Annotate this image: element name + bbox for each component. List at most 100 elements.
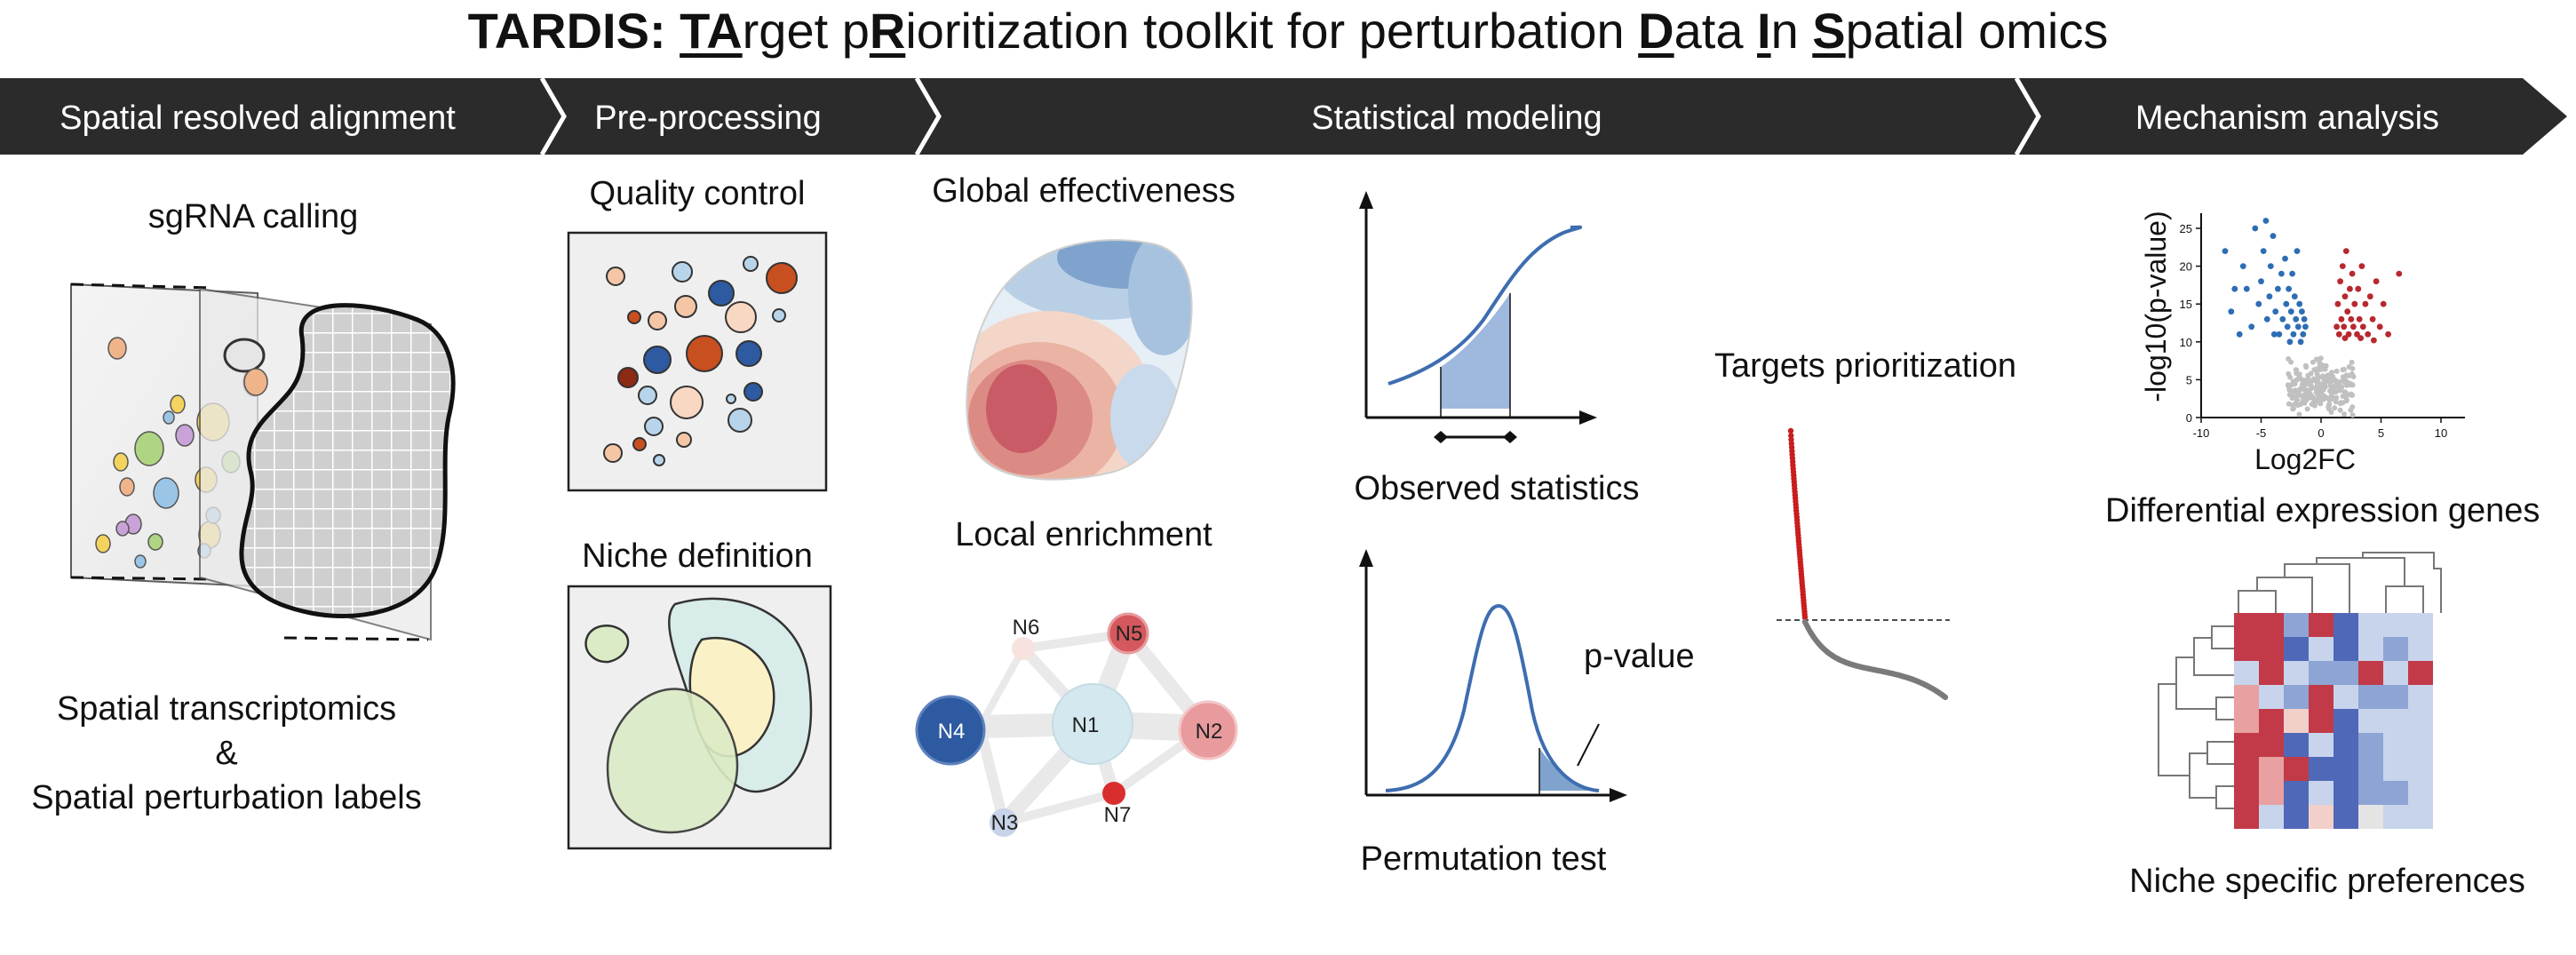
heatmap-cell bbox=[2408, 733, 2433, 757]
volcano-point-ns bbox=[2304, 406, 2310, 412]
heatmap-cell bbox=[2383, 805, 2408, 829]
volcano-point-ns bbox=[2326, 372, 2332, 378]
volcano-point bbox=[2344, 308, 2351, 315]
heatmap-cell bbox=[2334, 685, 2358, 709]
heatmap-cell bbox=[2309, 685, 2334, 709]
volcano-point-ns bbox=[2296, 411, 2302, 418]
volcano-point bbox=[2371, 337, 2377, 344]
heatmap-cell bbox=[2334, 661, 2358, 685]
node-n6-label: N6 bbox=[1013, 616, 1040, 640]
label-ampersand: & bbox=[215, 735, 238, 772]
volcano-point-ns bbox=[2286, 384, 2292, 390]
heatmap-cell bbox=[2334, 805, 2358, 829]
volcano-point-ns bbox=[2330, 378, 2336, 384]
heatmap-cell bbox=[2408, 709, 2433, 733]
volcano-y-tick-label: 5 bbox=[2186, 373, 2192, 386]
volcano-point-ns bbox=[2320, 382, 2326, 388]
volcano-x-tick-label: 10 bbox=[2435, 426, 2447, 440]
local-enrichment-network: N1 N2 N3 N4 N5 N6 N7 bbox=[915, 612, 1238, 837]
volcano-point-ns bbox=[2343, 390, 2349, 396]
heatmap-cell bbox=[2408, 805, 2433, 829]
volcano-point-ns bbox=[2319, 374, 2326, 380]
volcano-point-ns bbox=[2326, 402, 2332, 408]
heatmap-cell bbox=[2284, 781, 2309, 805]
node-n3 bbox=[990, 808, 1018, 837]
volcano-point-ns bbox=[2317, 360, 2323, 366]
heatmap-cell bbox=[2358, 757, 2383, 781]
label-global-effectiveness: Global effectiveness bbox=[932, 172, 1236, 210]
volcano-point bbox=[2342, 248, 2349, 254]
title-text-segment: n bbox=[1770, 3, 1813, 59]
volcano-plot: -10 -5 0 5 10 0 5 10 15 20 25 Log2FC -log10(p-valu… bbox=[2140, 211, 2465, 475]
volcano-point-ns bbox=[2308, 378, 2314, 385]
heatmap-cell bbox=[2259, 781, 2284, 805]
node-n7 bbox=[1102, 782, 1125, 805]
node-n1-label: N1 bbox=[1072, 713, 1100, 737]
node-n2 bbox=[1178, 700, 1238, 760]
label-niche-specific-preferences: Niche specific preferences bbox=[2129, 863, 2525, 900]
heatmap-cell bbox=[2358, 805, 2383, 829]
volcano-point bbox=[2351, 300, 2358, 307]
heatmap-cell bbox=[2383, 709, 2408, 733]
volcano-point bbox=[2362, 300, 2369, 307]
volcano-point bbox=[2359, 323, 2366, 330]
rank-point bbox=[1942, 694, 1949, 701]
volcano-xlabel: Log2FC bbox=[2254, 443, 2356, 475]
volcano-point-ns bbox=[2302, 394, 2308, 401]
volcano-point-ns bbox=[2334, 368, 2340, 374]
volcano-point-ns bbox=[2332, 405, 2338, 411]
volcano-point bbox=[2286, 285, 2293, 292]
heatmap-cell bbox=[2284, 757, 2309, 781]
volcano-point-ns bbox=[2303, 364, 2310, 370]
volcano-point-ns bbox=[2350, 374, 2357, 379]
label-quality-control: Quality control bbox=[589, 175, 806, 212]
node-n5-label: N5 bbox=[1116, 622, 1143, 646]
label-permutation-test: Permutation test bbox=[1360, 840, 1607, 878]
heatmap-cell bbox=[2234, 781, 2259, 805]
volcano-point-ns bbox=[2337, 401, 2343, 407]
heatmap-cell bbox=[2309, 781, 2334, 805]
heatmap-cell bbox=[2259, 637, 2284, 661]
node-n3-label: N3 bbox=[991, 811, 1019, 835]
volcano-point bbox=[2239, 263, 2246, 269]
volcano-point bbox=[2299, 308, 2305, 315]
volcano-ylabel: -log10(p-value) bbox=[2140, 211, 2172, 402]
volcano-x-tick-label: -10 bbox=[2193, 426, 2210, 440]
volcano-point bbox=[2252, 225, 2259, 232]
volcano-point-ns bbox=[2349, 392, 2356, 398]
step-pre-processing: Pre-processing bbox=[594, 99, 822, 137]
volcano-point bbox=[2334, 300, 2341, 307]
volcano-point-ns bbox=[2342, 378, 2349, 384]
node-n5 bbox=[1107, 612, 1149, 655]
heatmap-cell bbox=[2358, 637, 2383, 661]
heatmap-cell bbox=[2309, 637, 2334, 661]
volcano-x-tick-label: 0 bbox=[2318, 426, 2324, 440]
heatmap-cell bbox=[2408, 757, 2433, 781]
rank-point-significant bbox=[1801, 614, 1809, 621]
volcano-y-tick-label: 25 bbox=[2180, 222, 2192, 235]
volcano-point-ns bbox=[2294, 390, 2301, 396]
heatmap-cell bbox=[2309, 709, 2334, 733]
volcano-x-tick-label: 5 bbox=[2378, 426, 2384, 440]
heatmap-cell bbox=[2284, 733, 2309, 757]
volcano-point-ns bbox=[2314, 371, 2320, 377]
volcano-point bbox=[2334, 323, 2341, 330]
node-n1 bbox=[1052, 683, 1133, 765]
volcano-point-ns bbox=[2332, 383, 2338, 389]
volcano-point bbox=[2376, 323, 2383, 330]
rank-point-significant bbox=[1787, 427, 1794, 434]
volcano-point-ns bbox=[2333, 399, 2339, 405]
heatmap-cell bbox=[2234, 637, 2259, 661]
title-acronym-letter: S bbox=[1812, 3, 1846, 59]
heatmap-cell bbox=[2234, 757, 2259, 781]
heatmap-cell bbox=[2234, 661, 2259, 685]
volcano-point-ns bbox=[2318, 355, 2324, 362]
volcano-point-ns bbox=[2326, 406, 2332, 412]
heatmap-cell bbox=[2259, 733, 2284, 757]
volcano-point bbox=[2339, 263, 2346, 269]
permutation-test-plot bbox=[1359, 549, 1627, 802]
volcano-point-ns bbox=[2349, 359, 2355, 365]
volcano-point bbox=[2278, 270, 2285, 277]
volcano-point bbox=[2341, 323, 2348, 330]
